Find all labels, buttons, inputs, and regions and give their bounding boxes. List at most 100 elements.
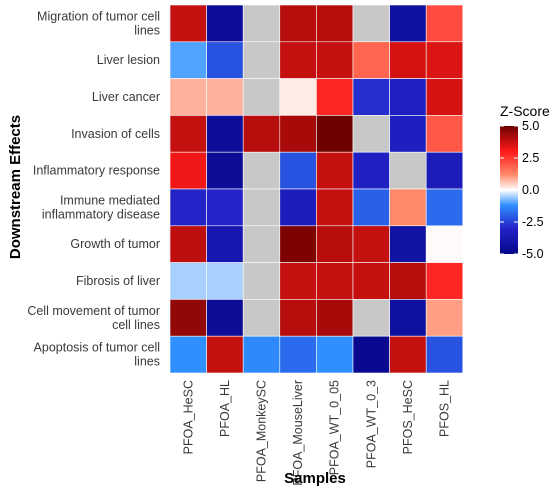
heatmap-cell <box>389 151 427 190</box>
heatmap-cell <box>206 188 244 227</box>
heatmap-cell <box>242 151 281 190</box>
heatmap-cell <box>389 4 427 43</box>
heatmap-cell <box>206 335 244 374</box>
heatmap-cell <box>279 78 317 116</box>
heatmap-cell <box>169 4 207 43</box>
heatmap-cell <box>169 78 207 116</box>
heatmap-cell <box>389 225 427 263</box>
heatmap-cell <box>169 299 207 337</box>
colorbar-tick-label: -5.0 <box>522 247 544 261</box>
heatmap-cell <box>316 299 354 337</box>
row-label: Fibrosis of liver <box>76 274 160 288</box>
legend-title: Z-Score <box>500 103 550 119</box>
column-label: PFOA_HeSC <box>181 380 195 454</box>
colorbar-tick-label: -2.5 <box>522 215 544 229</box>
heatmap-cell <box>206 78 244 116</box>
colorbar-tick-label: 0.0 <box>522 183 539 197</box>
x-axis-title: Samples <box>284 470 346 487</box>
row-label: Migration of tumor cell lines <box>37 9 160 37</box>
heatmap-cell <box>279 262 317 300</box>
heatmap-cell <box>352 78 390 116</box>
column-label: PFOA_MouseLiver <box>291 380 305 486</box>
heatmap-cell <box>389 115 427 153</box>
heatmap-cell <box>242 299 281 337</box>
heatmap-cell <box>279 335 317 374</box>
heatmap-cell <box>279 151 317 190</box>
column-label: PFOS_HL <box>438 380 452 437</box>
heatmap-cell <box>206 41 244 79</box>
heatmap-cell <box>352 225 390 263</box>
heatmap-cell <box>425 4 464 43</box>
heatmap-cell <box>169 262 207 300</box>
heatmap-cell <box>242 225 281 263</box>
heatmap-cell <box>206 299 244 337</box>
heatmap-cell <box>242 4 281 43</box>
heatmap-cell <box>242 335 281 374</box>
heatmap-cell <box>279 188 317 227</box>
column-label: PFOS_HeSC <box>401 380 415 454</box>
column-label: PFOA_MonkeySC <box>255 380 269 482</box>
heatmap-cell <box>389 41 427 79</box>
heatmap-cell <box>279 225 317 263</box>
heatmap-cell <box>425 299 464 337</box>
heatmap-cell <box>425 262 464 300</box>
heatmap-cell <box>169 335 207 374</box>
heatmap-cell <box>389 262 427 300</box>
row-label: Invasion of cells <box>71 127 160 141</box>
heatmap-cell <box>279 115 317 153</box>
heatmap-cell <box>316 188 354 227</box>
heatmap-cell <box>352 188 390 227</box>
heatmap-cell <box>279 41 317 79</box>
heatmap-cell <box>352 299 390 337</box>
row-label: Liver cancer <box>92 90 160 104</box>
column-label: PFOA_WT_0_3 <box>364 380 378 468</box>
heatmap-cell <box>169 151 207 190</box>
heatmap-cell <box>206 4 244 43</box>
heatmap-cell <box>316 78 354 116</box>
heatmap-cell <box>389 299 427 337</box>
row-label: Apoptosis of tumor cell lines <box>34 341 160 369</box>
heatmap-cell <box>389 78 427 116</box>
heatmap-cell <box>279 4 317 43</box>
colorbar <box>500 126 518 254</box>
heatmap-cell <box>242 188 281 227</box>
row-label: Growth of tumor <box>70 237 160 251</box>
heatmap-cell <box>316 225 354 263</box>
heatmap-cell <box>169 115 207 153</box>
heatmap-cell <box>316 115 354 153</box>
row-label: Inflammatory response <box>33 164 160 178</box>
heatmap-cell <box>316 41 354 79</box>
heatmap-cell <box>389 188 427 227</box>
heatmap-cells <box>169 4 464 374</box>
heatmap-cell <box>425 78 464 116</box>
column-labels: PFOA_HeSC PFOA_HL PFOA_MonkeySC PFOA_MouseL… <box>181 380 451 486</box>
heatmap-cell <box>352 335 390 374</box>
row-label: Liver lesion <box>97 53 160 67</box>
colorbar-tick-label: 2.5 <box>522 151 539 165</box>
heatmap-cell <box>425 335 464 374</box>
heatmap-cell <box>352 115 390 153</box>
column-label: PFOA_HL <box>218 380 232 437</box>
heatmap-cell <box>389 335 427 374</box>
heatmap-cell <box>316 4 354 43</box>
heatmap-cell <box>279 299 317 337</box>
heatmap-cell <box>242 78 281 116</box>
heatmap-cell <box>242 262 281 300</box>
heatmap-cell <box>316 151 354 190</box>
heatmap-cell <box>352 151 390 190</box>
heatmap-cell <box>206 151 244 190</box>
row-labels: Migration of tumor cell lines Liver lesion… <box>27 9 160 368</box>
heatmap-cell <box>169 188 207 227</box>
heatmap-cell <box>206 225 244 263</box>
heatmap-cell <box>425 115 464 153</box>
colorbar-legend: Z-Score 5.0 2.5 0.0 -2.5 -5.0 <box>500 103 550 261</box>
heatmap-cell <box>352 262 390 300</box>
y-axis-title: Downstream Effects <box>7 115 24 259</box>
heatmap-cell <box>425 225 464 263</box>
heatmap-cell <box>242 41 281 79</box>
heatmap-cell <box>169 41 207 79</box>
heatmap-cell <box>425 151 464 190</box>
heatmap-cell <box>206 262 244 300</box>
column-label: PFOA_WT_0_05 <box>328 380 342 475</box>
